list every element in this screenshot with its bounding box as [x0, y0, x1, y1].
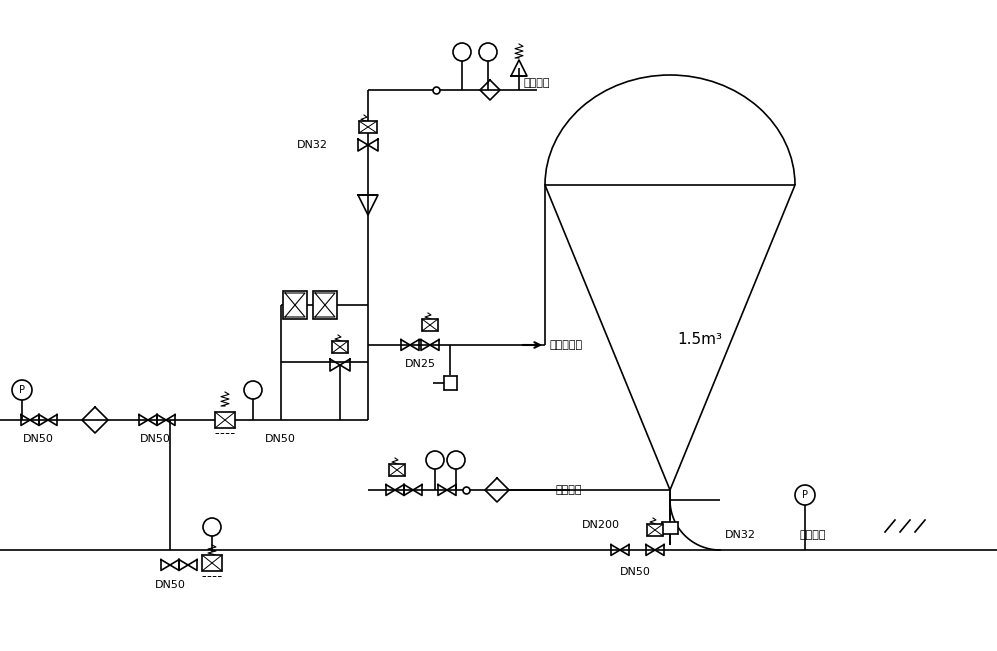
Text: DN200: DN200	[582, 520, 620, 530]
Text: 储罐补气: 储罐补气	[800, 530, 827, 540]
Text: 顶部进气: 顶部进气	[523, 78, 550, 88]
Text: DN50: DN50	[264, 434, 295, 444]
Text: 1.5m³: 1.5m³	[678, 333, 723, 348]
Bar	[313, 291, 337, 319]
Bar	[202, 555, 222, 571]
Bar	[647, 524, 663, 536]
Bar	[422, 319, 438, 331]
Circle shape	[447, 451, 465, 469]
Circle shape	[244, 381, 262, 399]
Bar	[283, 291, 307, 319]
Bar	[444, 376, 457, 390]
Text: DN50: DN50	[140, 434, 170, 444]
Circle shape	[12, 380, 32, 400]
Text: DN25: DN25	[405, 359, 436, 369]
Text: P: P	[19, 385, 25, 395]
Text: DN50: DN50	[619, 567, 650, 577]
Text: DN50: DN50	[155, 580, 185, 590]
Circle shape	[203, 518, 221, 536]
Text: DN32: DN32	[297, 140, 328, 150]
Circle shape	[795, 485, 815, 505]
Text: DN32: DN32	[725, 530, 756, 540]
Circle shape	[479, 43, 497, 61]
Bar	[332, 341, 348, 353]
Bar	[662, 522, 678, 534]
Bar	[215, 412, 235, 428]
Text: 输送气路: 输送气路	[555, 485, 581, 495]
Circle shape	[453, 43, 471, 61]
Bar	[359, 121, 377, 133]
Text: DN50: DN50	[23, 434, 54, 444]
Text: 流态化气路: 流态化气路	[550, 340, 583, 350]
Text: P: P	[802, 490, 808, 500]
Bar	[389, 464, 405, 476]
Circle shape	[426, 451, 444, 469]
